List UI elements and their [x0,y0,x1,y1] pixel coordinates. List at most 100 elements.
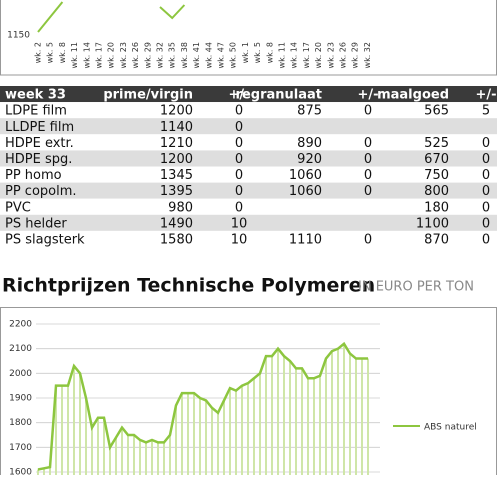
table-cell: 1200 [160,104,193,119]
table-cell: 0 [482,168,490,183]
x-tick-label: wk. 44 [204,42,213,68]
table-cell: 800 [424,184,449,199]
table-cell: 0 [235,152,243,167]
table-cell: 0 [364,168,372,183]
x-tick-label: wk. 2 [34,42,43,63]
table-cell: 10 [231,232,248,247]
table-row-bg [0,230,497,247]
table-cell: 0 [364,232,372,247]
x-tick-label: wk. 23 [119,42,128,68]
table-cell: PP copolm. [5,184,77,199]
x-tick-label: wk. 26 [339,42,348,68]
table-cell: HDPE extr. [5,136,74,151]
table-cell: 1140 [160,120,193,135]
data-line [37,341,368,471]
table-cell: 890 [297,136,322,151]
y-tick-label: 1700 [9,443,32,453]
table-cell: 0 [482,136,490,151]
x-tick-label: wk. 11 [278,42,287,68]
table-cell: PVC [5,200,31,215]
x-tick-label: wk. 8 [58,42,67,63]
table-cell: 0 [364,152,372,167]
table-cell: LLDPE film [5,120,74,135]
table-cell: PP homo [5,168,62,183]
table-cell: 10 [231,216,248,231]
table-cell: 180 [424,200,449,215]
table-row-bg [0,102,497,119]
y-tick-label: 1600 [9,468,32,476]
y-tick-label: 1150 [7,31,30,41]
table-cell: 1110 [289,232,322,247]
x-tick-label: wk. 17 [302,42,311,68]
table-cell: 0 [364,104,372,119]
y-tick-label: 2200 [9,320,32,330]
table-cell: 0 [482,200,490,215]
table-cell: 565 [424,104,449,119]
table-cell: 1345 [160,168,193,183]
x-tick-label: wk. 11 [70,42,79,68]
y-tick-label: 2000 [9,369,32,379]
table-cell: 1060 [289,168,322,183]
table-row-bg [0,118,497,135]
section-subtitle: IN EURO PER TON [358,280,474,295]
table-row-bg [0,182,497,199]
table-cell: 0 [482,232,490,247]
table-row-bg [0,134,497,151]
x-tick-label: wk. 1 [241,42,250,63]
x-tick-label: wk. 38 [180,42,189,68]
x-tick-label: wk. 41 [192,42,201,68]
data-line [159,4,186,20]
table-cell: 0 [482,152,490,167]
x-tick-label: wk. 14 [82,42,91,68]
table-row-bg [0,166,497,183]
table-cell: 1490 [160,216,193,231]
table-cell: 750 [424,168,449,183]
table-cell: 0 [235,136,243,151]
table-cell: 980 [168,200,193,215]
x-tick-label: wk. 20 [107,42,116,68]
table-cell: 525 [424,136,449,151]
section-title: Richtprijzen Technische Polymeren [2,275,375,297]
table-cell: 0 [235,104,243,119]
plot: 1600 1700 1800 1900 2000 2100 2200 [9,320,380,476]
x-tick-label: wk. 35 [168,42,177,68]
table-cell: PS slagsterk [5,232,85,247]
table-row-bg [0,150,497,167]
table-header-cell: +/- [357,88,378,103]
table-header-cell: regranulaat [236,88,322,103]
table-header-cell: maalgoed [377,88,449,103]
table-cell: 1580 [160,232,193,247]
x-tick-label: wk. 47 [217,42,226,68]
table-cell: 1210 [160,136,193,151]
x-tick-label: wk. 17 [95,42,104,68]
x-tick-label: wk. 26 [131,42,140,68]
x-tick-label: wk. 8 [265,42,274,63]
x-tick-label: wk. 29 [143,42,152,68]
table-cell: 0 [235,200,243,215]
table-cell: PS helder [5,216,67,231]
x-tick-label: wk. 29 [351,42,360,68]
x-tick-label: wk. 14 [290,42,299,68]
table-row-bg [0,198,497,215]
table-cell: 1100 [416,216,449,231]
table-cell: 0 [235,120,243,135]
series [37,1,186,33]
table-cell: LDPE film [5,104,67,119]
table-cell: 0 [235,168,243,183]
x-tick-label: wk. 23 [326,42,335,68]
table-cell: 0 [482,184,490,199]
table-header-cell: prime/virgin [103,88,193,103]
y-tick-label: 1800 [9,418,32,428]
y-tick-label: 2100 [9,344,32,354]
x-tick-label: wk. 50 [229,42,238,68]
table-header-bg [0,86,497,103]
table-cell: 1060 [289,184,322,199]
x-tick-label: wk. 32 [363,42,372,68]
table-header-cell: +/- [228,88,249,103]
table-cell: 1200 [160,152,193,167]
table-cell: 0 [482,216,490,231]
table-header-cell: week 33 [5,88,66,103]
x-tick-label: wk. 5 [253,42,262,63]
